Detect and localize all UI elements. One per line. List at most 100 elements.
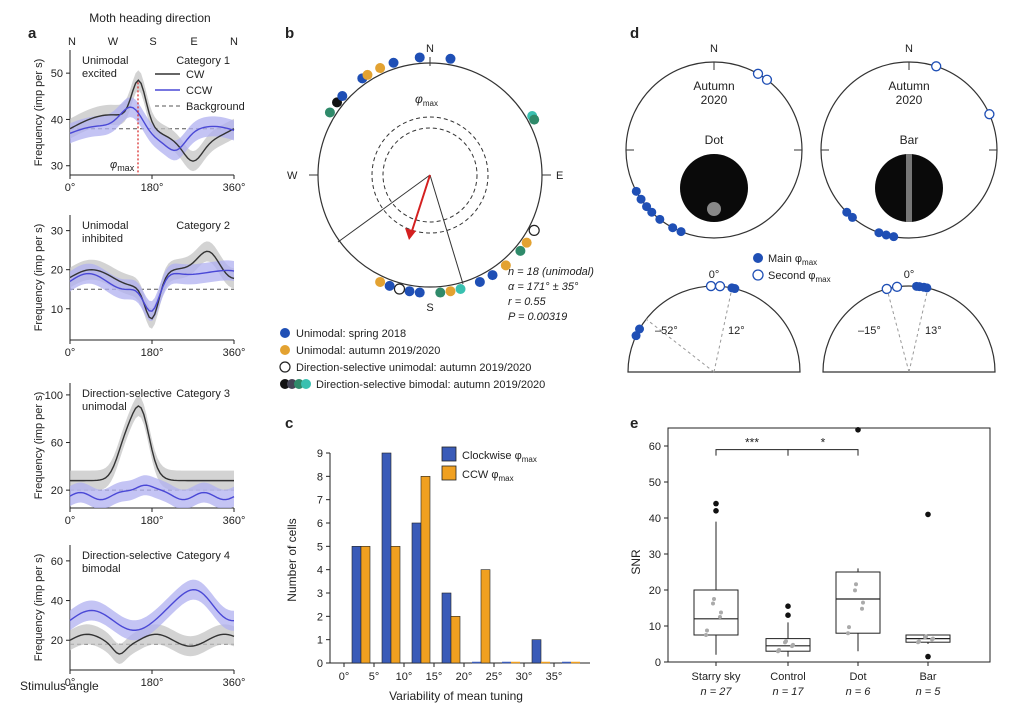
bar-stripe-icon: [906, 154, 912, 222]
compass-label: W: [108, 36, 119, 48]
angle-label: 13°: [925, 325, 942, 337]
category-label: Category 3: [176, 388, 230, 400]
cell-dot: [521, 237, 532, 248]
y-tick-label: 40: [51, 596, 63, 608]
subplot-label: inhibited: [82, 233, 123, 245]
dot-spot-icon: [707, 202, 721, 216]
panel-label-a: a: [28, 25, 37, 42]
main-phi-point: [842, 207, 852, 217]
cell-dot-open: [393, 283, 406, 295]
panel-d: d N Autumn 2020 Dot N Autumn 2020 Bar Ma…: [625, 25, 998, 373]
phi-max-sub: max: [117, 163, 135, 173]
legend-swatch: [441, 446, 457, 462]
significance-label: ***: [745, 436, 759, 450]
histogram-bar: [411, 522, 422, 664]
group-n: n = 5: [916, 686, 942, 698]
stat-p: P = 0.00319: [508, 311, 567, 323]
legend-swatch: [287, 379, 297, 389]
second-phi-point: [752, 68, 764, 79]
y-tick-label: 2: [317, 611, 323, 623]
legend-label-cw: CW: [186, 69, 205, 81]
legend-swatch-second: [752, 269, 764, 281]
data-point: [853, 588, 857, 593]
compass-south: S: [426, 302, 433, 314]
cell-dot: [414, 52, 425, 63]
y-tick-label: 30: [649, 549, 661, 561]
y-tick-label: 50: [51, 68, 63, 80]
y-tick-label: 30: [51, 161, 63, 173]
compass-north: N: [710, 43, 718, 55]
y-tick-label: 10: [51, 304, 63, 316]
error-band: [70, 579, 234, 641]
panel-b: b N S E W φmax n = 18 (unimodal) α = 171…: [279, 25, 594, 391]
data-point: [784, 639, 788, 644]
mean-line: [713, 287, 733, 373]
second-phi-point: [891, 281, 903, 292]
zero-label: 0°: [709, 269, 720, 281]
second-phi-point: [931, 61, 942, 72]
data-point: [861, 600, 865, 605]
outlier-point: [855, 427, 861, 433]
main-phi-point: [676, 227, 686, 237]
cell-dot-open: [528, 224, 540, 236]
histogram-bar: [390, 546, 401, 664]
histogram-bar: [420, 476, 431, 664]
x-tick-label: 0°: [65, 347, 76, 359]
second-phi-point: [881, 283, 892, 295]
main-phi-point: [668, 223, 678, 233]
year-label: 2020: [701, 93, 728, 107]
x-tick-label: 0°: [65, 182, 76, 194]
tuning-curve: [69, 405, 234, 482]
y-axis-label: Frequency (imp per s): [33, 392, 45, 500]
main-phi-point: [847, 212, 857, 222]
compass-label: E: [190, 36, 197, 48]
y-tick-label: 3: [317, 588, 323, 600]
y-tick-label: 6: [317, 518, 323, 530]
category-label: Category 2: [176, 220, 230, 232]
legend-label: Direction-selective bimodal: autumn 2019…: [316, 379, 545, 391]
panel-c: c Number of cells Variability of mean tu…: [285, 415, 590, 703]
y-tick-label: 60: [51, 438, 63, 450]
subplot-label: Unimodal: [82, 55, 128, 67]
half-circle-points: [631, 280, 932, 341]
x-tick-label: 180°: [141, 677, 164, 689]
cell-dot: [529, 114, 540, 125]
main-phi-point: [655, 214, 665, 224]
arrow-head-icon: [405, 228, 416, 240]
cell-dot: [474, 276, 485, 287]
legend-label: Unimodal: autumn 2019/2020: [296, 345, 440, 357]
subplot-label: Unimodal: [82, 220, 128, 232]
x-tick-label: 360°: [223, 347, 246, 359]
dashed-ring-outer: [371, 116, 489, 234]
panel-label-e: e: [630, 415, 638, 432]
panel-a: a Moth heading direction N W S E N Stimu…: [20, 11, 245, 693]
y-tick-label: 20: [51, 635, 63, 647]
histogram-bar: [480, 569, 491, 664]
legend-swatch: [279, 361, 291, 373]
y-tick-label: 20: [51, 485, 63, 497]
histogram-bar: [450, 616, 461, 664]
dot-stimulus-icon: [680, 154, 748, 222]
cell-dot: [324, 107, 335, 118]
y-tick-label: 4: [317, 565, 323, 577]
group-n: n = 27: [701, 686, 733, 698]
angle-label: –52°: [655, 325, 678, 337]
legend-swatch: [301, 379, 311, 389]
plot-frame: [667, 427, 991, 663]
compass-label: S: [149, 36, 156, 48]
subplot-label: Direction-selective: [82, 550, 172, 562]
data-point: [931, 636, 935, 641]
mean-vector-arrow: [410, 174, 431, 235]
panel-c-legend: Clockwise φmax CCW φmax: [441, 446, 537, 483]
x-tick-label: 25°: [486, 671, 503, 683]
data-point: [846, 631, 850, 636]
phi-points: [631, 61, 995, 242]
data-point: [718, 615, 722, 619]
stimulus-label-bar: Bar: [900, 133, 919, 147]
y-tick-label: 30: [51, 226, 63, 238]
histogram-bar: [360, 546, 371, 664]
data-point: [704, 633, 708, 637]
error-band: [70, 395, 234, 491]
stat-alpha: α = 171° ± 35°: [508, 281, 579, 293]
legend-label: Main φmax: [768, 253, 817, 267]
